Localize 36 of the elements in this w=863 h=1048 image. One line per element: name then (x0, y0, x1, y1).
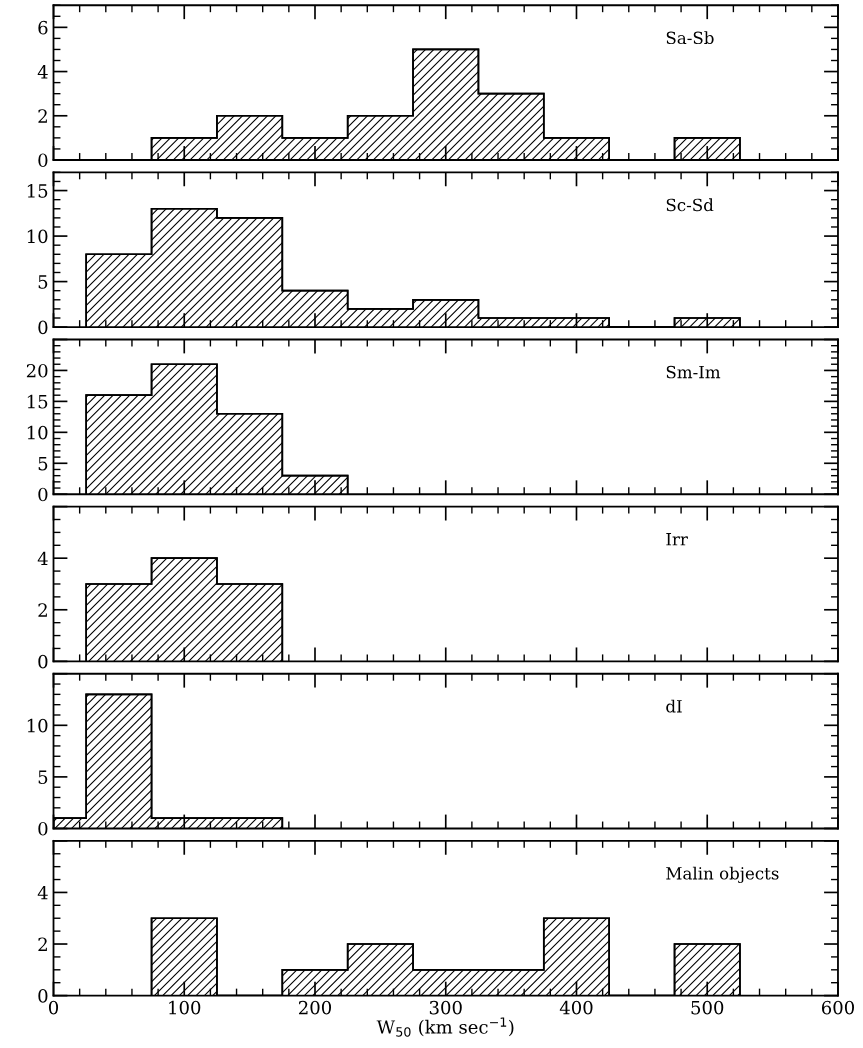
y-tick-label: 4 (37, 65, 48, 79)
x-tick-label: 200 (298, 1000, 332, 1015)
annotation: Malin objects (666, 866, 779, 884)
y-tick-label: 10 (27, 229, 48, 244)
annotation: Sc-Sd (666, 198, 714, 212)
y-tick-label: 15 (27, 184, 48, 198)
x-tick-label: 500 (691, 1000, 724, 1015)
y-tick-label: 0 (38, 153, 48, 168)
annotation: dI (666, 699, 682, 713)
y-tick-label: 0 (38, 487, 48, 502)
x-axis-title: W$_{50}$ (km sec$^{−1}$) (376, 1017, 514, 1037)
y-tick-label: 2 (38, 937, 47, 951)
y-tick-label: 4 (37, 885, 48, 900)
y-tick-label: 20 (26, 363, 48, 378)
y-tick-label: 10 (27, 718, 48, 733)
y-tick-label: 0 (38, 654, 48, 669)
y-tick-label: 5 (38, 275, 48, 289)
y-tick-label: 0 (38, 320, 48, 335)
y-tick-label: 2 (38, 603, 47, 617)
y-tick-label: 10 (27, 425, 48, 440)
x-tick-label: 0 (48, 1000, 59, 1015)
y-tick-label: 0 (38, 821, 48, 836)
y-tick-label: 6 (38, 20, 48, 35)
annotation: Sm-Im (666, 365, 721, 379)
x-tick-label: 400 (559, 1000, 593, 1015)
y-tick-label: 4 (37, 551, 48, 566)
annotation: Irr (666, 533, 688, 546)
y-tick-label: 5 (38, 456, 48, 471)
x-tick-label: 300 (429, 1000, 462, 1015)
x-tick-label: 100 (169, 1000, 201, 1015)
y-tick-label: 2 (38, 109, 47, 123)
y-tick-label: 5 (38, 770, 48, 785)
x-tick-label: 600 (821, 1000, 855, 1015)
y-tick-label: 15 (27, 394, 48, 409)
annotation: Sa-Sb (666, 31, 714, 45)
y-tick-label: 0 (38, 989, 48, 1003)
